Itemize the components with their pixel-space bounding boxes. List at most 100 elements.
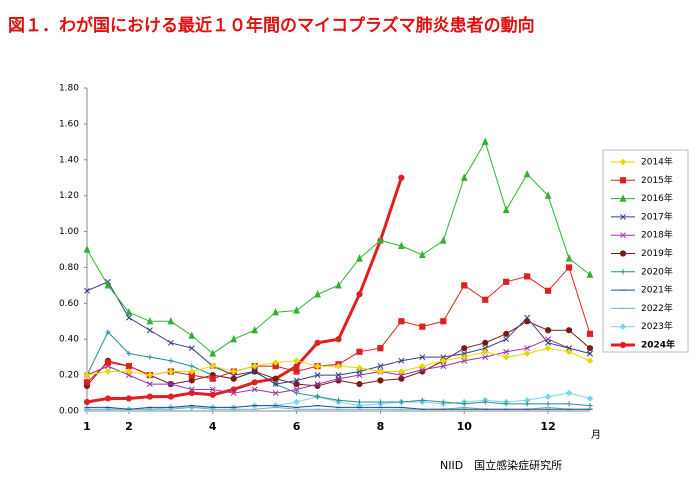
marker [398, 357, 405, 364]
marker [544, 393, 552, 400]
marker [586, 270, 594, 278]
marker [544, 327, 552, 334]
chart-title: 図１．わが国における最近１０年間のマイコプラズマ肺炎患者の動向 [8, 15, 535, 36]
marker [524, 314, 531, 321]
marker [398, 372, 405, 379]
marker [230, 368, 238, 375]
marker [565, 327, 573, 334]
marker [419, 354, 426, 361]
marker [125, 363, 133, 370]
marker [586, 395, 594, 402]
marker [293, 363, 300, 370]
marker [524, 345, 531, 352]
marker [125, 314, 132, 321]
x-tick-label: 4 [209, 420, 217, 433]
y-tick-label: 1.80 [59, 84, 79, 94]
marker [293, 390, 300, 396]
marker [188, 389, 195, 397]
marker [272, 375, 279, 382]
marker [314, 381, 321, 388]
y-tick-label: 0.00 [59, 407, 79, 417]
marker [146, 371, 154, 379]
marker [419, 397, 425, 403]
legend-label: 2020年 [641, 265, 673, 277]
marker [104, 368, 112, 375]
marker [461, 401, 467, 407]
marker [398, 318, 405, 325]
marker [461, 350, 468, 357]
series-line [86, 140, 591, 355]
marker [440, 354, 447, 361]
legend-marker [619, 177, 627, 184]
marker [146, 381, 153, 388]
marker [439, 357, 447, 365]
marker [503, 330, 510, 337]
legend-label: 2019年 [641, 247, 673, 259]
legend-label: 2018年 [641, 229, 673, 241]
marker [440, 363, 447, 370]
marker [440, 318, 447, 325]
marker [377, 236, 384, 244]
marker [251, 362, 258, 370]
marker [314, 362, 321, 370]
y-tick-label: 0.60 [59, 299, 79, 309]
marker [314, 394, 321, 400]
y-tick-label: 0.80 [59, 263, 79, 273]
y-tick-label: 1.20 [59, 191, 79, 201]
marker [146, 393, 153, 400]
marker [335, 397, 342, 403]
marker [83, 245, 91, 253]
marker [167, 339, 174, 346]
marker [377, 363, 384, 370]
marker [293, 386, 300, 393]
marker [188, 386, 195, 393]
marker [356, 368, 363, 375]
y-tick-label: 0.40 [59, 335, 79, 345]
marker [126, 350, 132, 357]
marker [439, 236, 447, 244]
legend-marker [619, 158, 627, 166]
marker [523, 350, 531, 357]
x-tick-label: 6 [293, 420, 301, 433]
marker [586, 357, 594, 365]
legend-marker [620, 213, 626, 220]
marker [167, 381, 174, 388]
marker [230, 390, 237, 397]
marker [335, 281, 342, 289]
marker [461, 345, 468, 352]
x-tick-label: 2 [125, 420, 133, 433]
marker [440, 399, 446, 405]
marker [377, 399, 384, 405]
marker [419, 362, 426, 370]
marker [272, 390, 279, 397]
marker [586, 345, 594, 352]
marker [272, 308, 280, 316]
marker [314, 339, 321, 346]
marker [168, 358, 174, 364]
marker [83, 398, 91, 406]
marker [167, 393, 174, 400]
marker [377, 377, 384, 384]
marker [293, 377, 300, 384]
marker [565, 264, 573, 271]
y-tick-label: 0.20 [59, 371, 79, 381]
marker [293, 306, 300, 314]
marker [565, 254, 573, 262]
marker [481, 137, 489, 145]
legend-box [602, 149, 689, 353]
marker [565, 348, 573, 356]
marker [335, 336, 342, 343]
legend-marker [619, 194, 627, 202]
marker [84, 287, 90, 294]
legend-label: 2016年 [641, 192, 673, 204]
legend-label: 2017年 [641, 210, 673, 222]
marker [167, 368, 175, 375]
marker [482, 354, 489, 361]
legend-label: 2014年 [641, 156, 673, 168]
marker [565, 389, 573, 397]
marker [335, 362, 342, 370]
marker [544, 344, 552, 352]
marker [293, 357, 300, 365]
x-tick-label: 8 [377, 420, 385, 433]
marker [188, 377, 195, 384]
